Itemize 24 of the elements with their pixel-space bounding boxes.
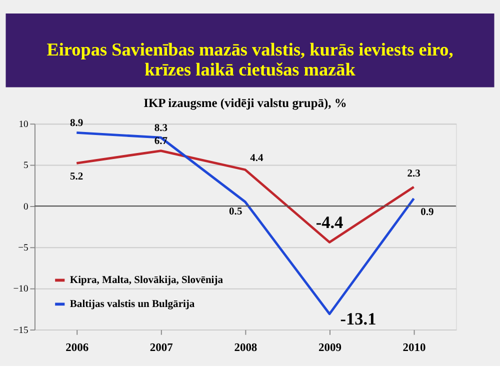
y-tick-label: −5 (18, 242, 28, 254)
legend-label: Kipra, Malta, Slovākija, Slovēnija (70, 275, 224, 286)
data-label: 4.4 (250, 153, 264, 164)
chart-subtitle: IKP izaugsme (vidēji valstu grupā), % (144, 96, 347, 110)
x-tick-label: 2008 (234, 342, 258, 354)
data-label: 5.2 (70, 171, 84, 182)
data-label: 0.5 (229, 206, 242, 218)
data-label: 8.3 (154, 122, 168, 134)
x-tick-label: 2007 (150, 342, 174, 354)
data-label: 2.3 (407, 168, 420, 180)
y-tick-label: −10 (13, 284, 28, 295)
y-tick-label: −15 (13, 324, 28, 336)
y-tick-label: 10 (18, 118, 28, 130)
data-label: -13.1 (340, 309, 376, 328)
data-label: 8.9 (70, 118, 84, 129)
x-tick-label: 2010 (402, 342, 426, 354)
x-tick-label: 2009 (318, 342, 342, 354)
data-label: -4.4 (316, 212, 344, 232)
legend-label: Baltijas valstis un Bulgārija (70, 299, 196, 310)
x-tick-label: 2006 (66, 342, 89, 354)
chart-title: Eiropas Savienības mazās valstis, kurās ieviests eiro, krīzes laikā cietušas mazāk (46, 40, 454, 80)
y-tick-label: 5 (23, 160, 28, 172)
data-label: 0.9 (420, 206, 434, 218)
y-tick-label: 0 (23, 201, 28, 212)
